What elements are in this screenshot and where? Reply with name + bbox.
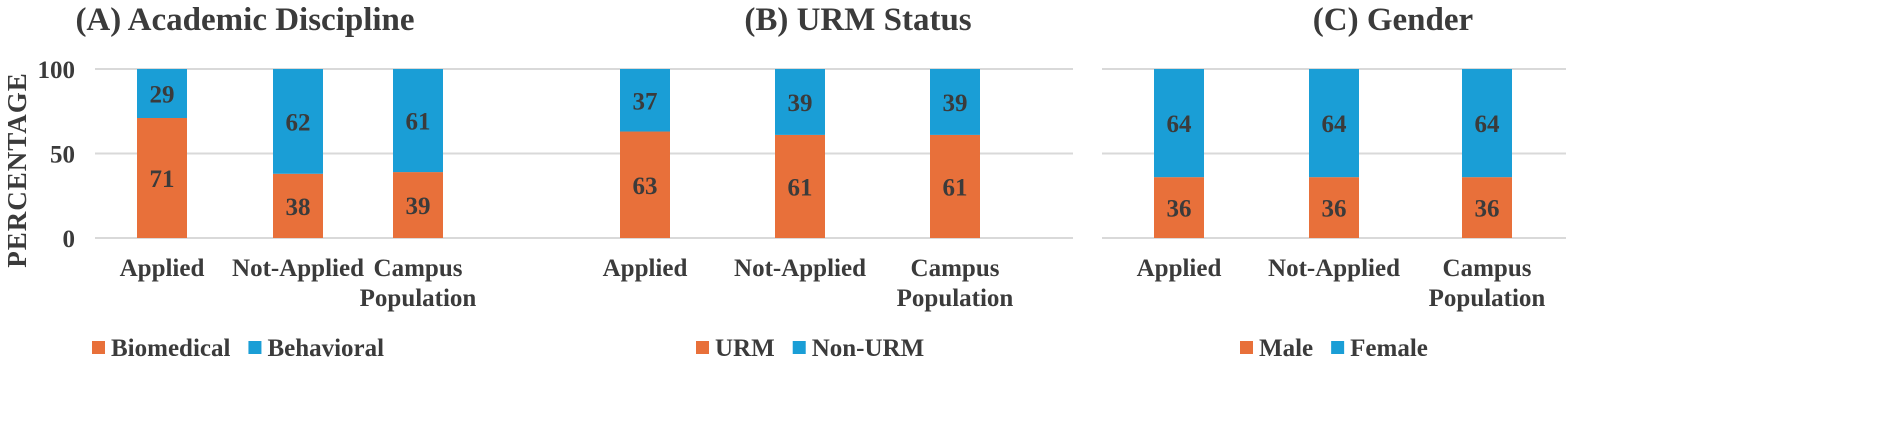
panel-a-y-tick-label: 50 [50, 142, 75, 169]
panel-a-x-tick-label: Not-Applied [232, 255, 364, 282]
panel-b-bar-urm [775, 134, 825, 238]
panel-a-legend-swatch [92, 341, 105, 354]
panel-c-data-label: 36 [1475, 196, 1500, 223]
panel-b-bar-urm [930, 134, 980, 238]
panel-b-bar-non-urm [775, 69, 825, 135]
panel-c-bar-female [1309, 69, 1359, 178]
panel-c-title: (C) Gender [1313, 2, 1473, 38]
panel-a-data-label: 71 [150, 166, 175, 193]
panel-c-legend-swatch [1331, 341, 1345, 354]
panel-c-data-label: 64 [1167, 111, 1193, 138]
panel-c-bar-male [1309, 177, 1359, 238]
panel-c-data-label: 64 [1322, 111, 1348, 138]
panel-c-legend-swatch [1240, 341, 1253, 354]
panel-a-title: (A) Academic Discipline [75, 2, 414, 38]
panel-b-data-label: 61 [788, 174, 813, 201]
panel-b-bar-non-urm [620, 69, 670, 132]
panel-a-y-tick-label: 0 [63, 226, 76, 253]
panel-c-x-tick-label: Applied [1137, 255, 1222, 282]
panel-b-legend-swatch [696, 341, 709, 354]
panel-a-x-tick-label: Campus [374, 255, 463, 282]
panel-b-data-label: 61 [943, 174, 968, 201]
panel-c-legend-label: Male [1259, 335, 1313, 362]
panel-a-bar-behavioral [273, 69, 323, 174]
panel-b-bar-urm [620, 131, 670, 238]
panel-c-legend-label: Female [1350, 335, 1428, 362]
panel-c-x-tick-label: Campus [1443, 255, 1532, 282]
panel-c-bar-female [1462, 69, 1512, 178]
panel-b-data-label: 37 [633, 88, 658, 115]
panel-a-bar-biomedical [393, 172, 443, 238]
panel-a-data-label: 62 [286, 109, 311, 136]
y-axis-label: PERCENTAGE [2, 72, 32, 268]
panel-a-bar-behavioral [393, 69, 443, 173]
panel-a-bar-behavioral [137, 69, 187, 119]
panel-b-x-tick-label: Campus [911, 255, 1000, 282]
panel-b-bar-non-urm [930, 69, 980, 135]
panel-b-data-label: 39 [943, 90, 968, 117]
panel-a-data-label: 29 [150, 82, 175, 109]
panel-a-data-label: 39 [406, 193, 431, 220]
panel-b-x-tick-label: Not-Applied [734, 255, 866, 282]
panel-a-x-tick-label: Applied [120, 255, 205, 282]
panel-b-legend-label: URM [715, 335, 775, 362]
panel-a-legend-swatch [248, 341, 262, 354]
panel-c-data-label: 36 [1167, 196, 1192, 223]
panel-b-x-tick-label: Applied [603, 255, 688, 282]
panel-a-legend-label: Biomedical [111, 335, 230, 362]
panel-a-bar-biomedical [137, 118, 187, 238]
panel-b-data-label: 63 [633, 173, 658, 200]
panel-b-data-label: 39 [788, 90, 813, 117]
panel-c-x-tick-label: Population [1429, 285, 1546, 312]
panel-c-x-tick-label: Not-Applied [1268, 255, 1400, 282]
panel-b-x-tick-label: Population [897, 285, 1014, 312]
panel-c-bar-male [1462, 177, 1512, 238]
panel-c-bar-female [1154, 69, 1204, 178]
panel-a-bar-biomedical [273, 173, 323, 238]
panel-c-bar-male [1154, 177, 1204, 238]
panel-b-legend-swatch [792, 341, 806, 354]
panel-a-data-label: 38 [286, 194, 311, 221]
panel-b-title: (B) URM Status [744, 2, 971, 38]
panel-a-data-label: 61 [406, 109, 431, 136]
panel-a-x-tick-label: Population [360, 285, 477, 312]
panel-b-legend-label: Non-URM [812, 335, 925, 362]
panel-c-data-label: 36 [1322, 196, 1347, 223]
panel-a-legend-label: Behavioral [267, 335, 384, 362]
panel-c-data-label: 64 [1475, 111, 1501, 138]
panel-a-y-tick-label: 100 [38, 57, 76, 84]
